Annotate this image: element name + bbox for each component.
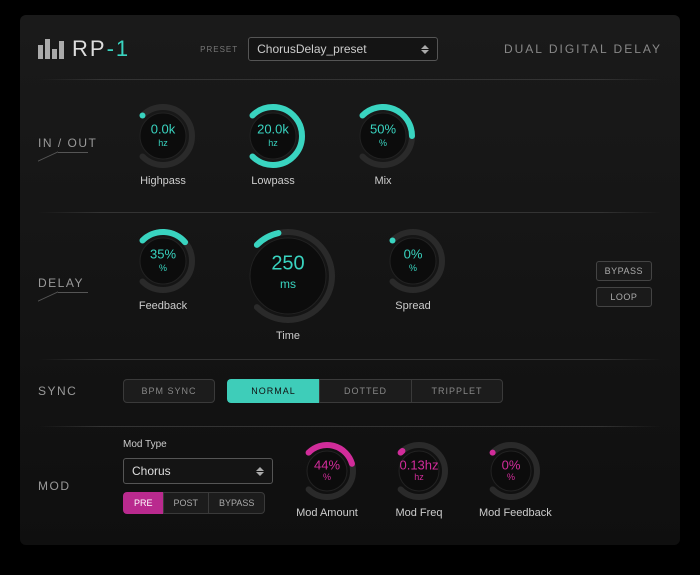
mod-feedback-label: Mod Feedback bbox=[479, 507, 552, 519]
brand-name: RP-1 bbox=[72, 36, 130, 62]
mod-feedback-unit: % bbox=[507, 472, 515, 482]
mod-routing-group: PREPOSTBYPASS bbox=[123, 492, 273, 514]
mod-type-value: Chorus bbox=[132, 464, 171, 478]
sync-normal-button[interactable]: NORMAL bbox=[227, 379, 319, 403]
bypass-button[interactable]: BYPASS bbox=[596, 261, 652, 281]
logo-icon bbox=[38, 39, 64, 59]
sync-dotted-button[interactable]: DOTTED bbox=[319, 379, 411, 403]
sync-mode-group: NORMALDOTTEDTRIPPLET bbox=[227, 379, 503, 403]
mod-amount-knob[interactable]: 44% % bbox=[295, 439, 359, 503]
sync-tripplet-button[interactable]: TRIPPLET bbox=[411, 379, 503, 403]
mod-freq-knob[interactable]: 0.13hz hz bbox=[387, 439, 451, 503]
time-unit: ms bbox=[280, 277, 296, 291]
mod-freq-label: Mod Freq bbox=[387, 507, 451, 519]
spread-label: Spread bbox=[378, 300, 448, 312]
section-mod: MOD Mod Type Chorus PREPOSTBYPASS 44% % bbox=[38, 433, 662, 553]
mod-freq-value: 0.13hz bbox=[399, 457, 438, 472]
mix-knob[interactable]: 50% % bbox=[348, 101, 418, 171]
mod-feedback-value: 0% bbox=[502, 457, 521, 472]
inout-knobs: 0.0k hz Highpass 20.0k hz Lowpass 50% % … bbox=[128, 101, 418, 187]
header: RP-1 PRESET ChorusDelay_preset DUAL DIGI… bbox=[38, 29, 662, 69]
mod-knobs: 44% % Mod Amount 0.13hz hz Mod Freq 0% %… bbox=[295, 439, 552, 519]
sync-controls: BPM SYNC NORMALDOTTEDTRIPPLET bbox=[123, 369, 503, 413]
preset-label: PRESET bbox=[200, 45, 238, 54]
divider bbox=[38, 426, 662, 427]
time-knob[interactable]: 250 ms bbox=[238, 226, 338, 326]
spread-unit: % bbox=[409, 263, 417, 273]
divider bbox=[38, 212, 662, 213]
preset-selector-wrap: PRESET ChorusDelay_preset bbox=[200, 37, 438, 61]
highpass-knob[interactable]: 0.0k hz bbox=[128, 101, 198, 171]
mod-type-select[interactable]: Chorus bbox=[123, 458, 273, 484]
mod-post-button[interactable]: POST bbox=[163, 492, 209, 514]
section-label-delay: DELAY bbox=[38, 276, 118, 293]
lowpass-unit: hz bbox=[268, 138, 278, 148]
time-label: Time bbox=[238, 330, 338, 342]
section-sync: SYNC BPM SYNC NORMALDOTTEDTRIPPLET bbox=[38, 366, 662, 416]
delay-side-buttons: BYPASS LOOP bbox=[596, 261, 652, 307]
mod-type-label: Mod Type bbox=[123, 439, 273, 450]
highpass-value: 0.0k bbox=[151, 122, 176, 137]
plugin-subtitle: DUAL DIGITAL DELAY bbox=[504, 42, 662, 56]
section-delay: DELAY 35% % Feedback 250 ms Time bbox=[38, 219, 662, 349]
delay-knobs: 35% % Feedback 250 ms Time 0% % Spread bbox=[128, 226, 448, 342]
mod-amount-value: 44% bbox=[314, 457, 340, 472]
mix-value: 50% bbox=[370, 122, 396, 137]
section-label-sync: SYNC bbox=[38, 384, 118, 398]
feedback-label: Feedback bbox=[128, 300, 198, 312]
divider bbox=[38, 359, 662, 360]
time-value: 250 bbox=[271, 253, 304, 276]
preset-select[interactable]: ChorusDelay_preset bbox=[248, 37, 438, 61]
loop-button[interactable]: LOOP bbox=[596, 287, 652, 307]
lowpass-value: 20.0k bbox=[257, 122, 289, 137]
mod-pre-button[interactable]: PRE bbox=[123, 492, 163, 514]
chevron-updown-icon bbox=[256, 467, 264, 476]
section-label-inout: IN / OUT bbox=[38, 136, 118, 153]
section-inout: IN / OUT 0.0k hz Highpass 20.0k hz Lowpa… bbox=[38, 86, 662, 202]
bpm-sync-button[interactable]: BPM SYNC bbox=[123, 379, 215, 403]
feedback-value: 35% bbox=[150, 247, 176, 262]
divider bbox=[38, 79, 662, 80]
mod-amount-unit: % bbox=[323, 472, 331, 482]
preset-value: ChorusDelay_preset bbox=[257, 42, 366, 56]
mod-controls: Mod Type Chorus PREPOSTBYPASS bbox=[123, 439, 273, 514]
mix-unit: % bbox=[379, 138, 387, 148]
mod-bypass-button[interactable]: BYPASS bbox=[208, 492, 265, 514]
mod-amount-label: Mod Amount bbox=[295, 507, 359, 519]
mod-feedback-knob[interactable]: 0% % bbox=[479, 439, 543, 503]
plugin-panel: RP-1 PRESET ChorusDelay_preset DUAL DIGI… bbox=[20, 15, 680, 545]
feedback-knob[interactable]: 35% % bbox=[128, 226, 198, 296]
mod-freq-unit: hz bbox=[414, 472, 424, 482]
lowpass-label: Lowpass bbox=[238, 175, 308, 187]
section-label-mod: MOD bbox=[38, 439, 118, 493]
highpass-label: Highpass bbox=[128, 175, 198, 187]
lowpass-knob[interactable]: 20.0k hz bbox=[238, 101, 308, 171]
feedback-unit: % bbox=[159, 263, 167, 273]
spread-knob[interactable]: 0% % bbox=[378, 226, 448, 296]
mix-label: Mix bbox=[348, 175, 418, 187]
spread-value: 0% bbox=[404, 247, 423, 262]
highpass-unit: hz bbox=[158, 138, 168, 148]
chevron-updown-icon bbox=[421, 45, 429, 54]
